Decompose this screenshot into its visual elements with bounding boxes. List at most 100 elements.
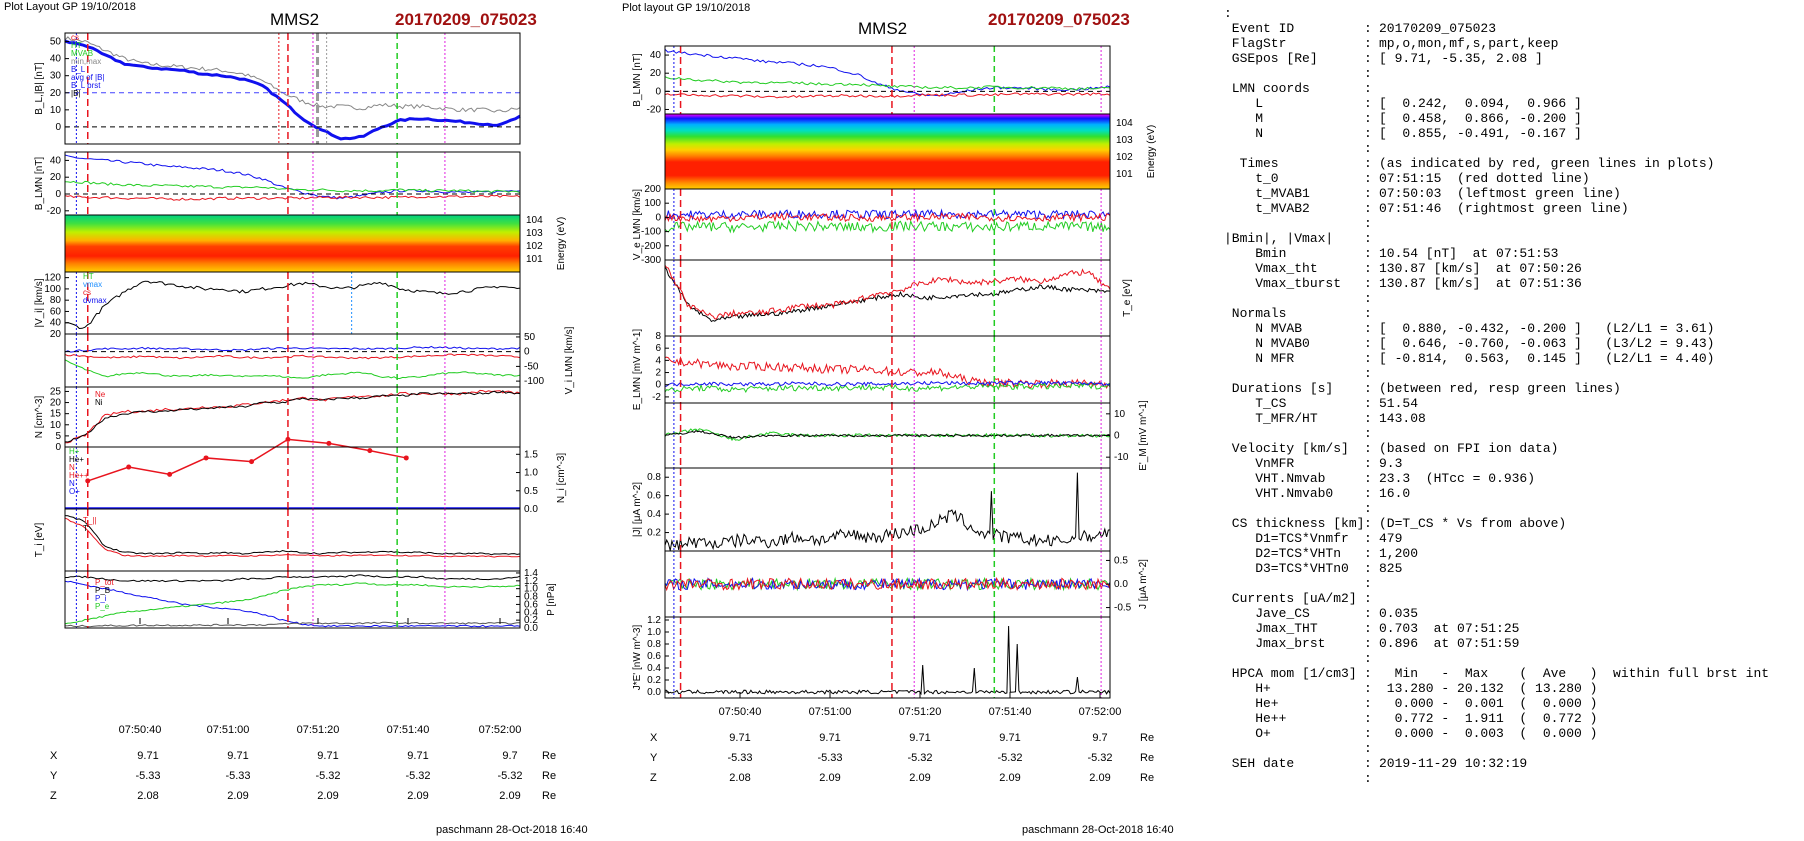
summary-colon: : xyxy=(1364,51,1372,66)
ephem-value: -5.33 xyxy=(817,752,842,764)
series-line xyxy=(664,380,1111,387)
y-tick-label: 40 xyxy=(50,318,62,329)
legend-entry: Ne xyxy=(95,390,106,399)
y-tick-label: 200 xyxy=(644,184,661,195)
summary-colon: : xyxy=(1364,501,1372,516)
summary-colon: : xyxy=(1364,276,1372,291)
summary-colon: : xyxy=(1364,366,1372,381)
ephem-unit: Re xyxy=(1140,752,1154,764)
series-line xyxy=(664,577,1111,592)
y-tick-label: 6 xyxy=(655,343,661,354)
y-tick-label: 102 xyxy=(1116,152,1133,163)
series-line xyxy=(64,580,521,628)
summary-colon: : xyxy=(1364,261,1372,276)
y-axis-label: V_i LMN [km/s] xyxy=(564,326,575,394)
series-line xyxy=(664,355,1111,389)
panel-frame xyxy=(664,259,1111,337)
y-tick-label: 0 xyxy=(524,347,530,358)
summary-value: [ 0.880, -0.432, -0.200 ] (L2/L1 = 3.61) xyxy=(1379,321,1715,336)
summary-value: 143.08 xyxy=(1379,411,1426,426)
summary-colon: : xyxy=(1364,156,1372,171)
y-tick-label: 101 xyxy=(1116,169,1133,180)
ephem-unit: Re xyxy=(542,770,556,782)
summary-colon: : xyxy=(1364,456,1372,471)
summary-value: 2019-11-29 10:32:19 xyxy=(1379,756,1528,771)
summary-colon: : xyxy=(1364,591,1372,606)
y-tick-label: 104 xyxy=(1116,118,1133,129)
summary-colon: : xyxy=(1364,441,1372,456)
left-spacecraft-title: MMS2 xyxy=(270,10,319,29)
summary-colon: : xyxy=(1364,606,1372,621)
summary-row: HPCA mom [1/cm3]: Min - Max ( Ave ) with… xyxy=(1224,666,1800,681)
summary-key: Jmax_brst xyxy=(1224,636,1326,651)
summary-value: 0.772 - 1.911 ( 0.772 ) xyxy=(1379,711,1598,726)
summary-colon: : xyxy=(1364,336,1372,351)
summary-row: Bmin:10.54 [nT] at 07:51:53 xyxy=(1224,246,1800,261)
series-line xyxy=(664,219,1111,234)
summary-value: [ 0.242, 0.094, 0.966 ] xyxy=(1379,96,1582,111)
summary-key: Durations [s] xyxy=(1224,381,1334,396)
summary-row: : xyxy=(1224,216,1800,231)
summary-key: D1=TCS*Vnmfr xyxy=(1224,531,1349,546)
summary-key: Vmax_tht xyxy=(1224,261,1318,276)
series-line xyxy=(64,39,521,141)
ephem-axis-label: Y xyxy=(50,770,58,782)
y-tick-label: 10 xyxy=(50,105,62,116)
summary-row: : xyxy=(1224,66,1800,81)
summary-colon: : xyxy=(1364,306,1372,321)
ephem-value: 2.09 xyxy=(1089,772,1110,784)
ephem-value: 2.09 xyxy=(227,790,248,802)
legend-entry: B_L xyxy=(71,65,86,74)
summary-key: VHT.Nmvab xyxy=(1224,471,1326,486)
series-line xyxy=(64,517,521,558)
ephem-axis-label: Z xyxy=(50,790,57,802)
y-tick-label: -10 xyxy=(1114,452,1129,463)
summary-key: VHT.Nmvab0 xyxy=(1224,486,1334,501)
summary-key: Times xyxy=(1224,156,1279,171)
series-line xyxy=(64,389,521,444)
summary-colon: : xyxy=(1364,141,1372,156)
ephem-value: 9.71 xyxy=(729,732,750,744)
legend-entry: P_tot xyxy=(95,578,114,587)
time-tick-label: 07:51:00 xyxy=(207,724,250,736)
panel-frame xyxy=(64,446,521,510)
summary-colon: : xyxy=(1364,96,1372,111)
ephem-unit: Re xyxy=(542,790,556,802)
summary-colon: : xyxy=(1364,666,1372,681)
energy-spectrogram xyxy=(65,215,520,272)
ephem-value: 9.71 xyxy=(909,732,930,744)
summary-value: 0.703 at 07:51:25 xyxy=(1379,621,1520,636)
time-tick-label: 07:51:00 xyxy=(809,706,852,718)
summary-colon: : xyxy=(1364,516,1372,531)
legend-entry: B_L brst xyxy=(71,81,101,90)
summary-row: VnMFR:9.3 xyxy=(1224,456,1800,471)
summary-colon: : xyxy=(1364,696,1372,711)
y-tick-label: 0 xyxy=(655,86,661,97)
summary-value: 23.3 (HTcc = 0.936) xyxy=(1379,471,1536,486)
mid-ephemeris-table: X 9.71 9.71 9.71 9.71 9.7 Re Y -5.33 -5.… xyxy=(650,732,1154,784)
y-tick-label: 1.0 xyxy=(524,584,538,595)
summary-colon: : xyxy=(1364,726,1372,741)
event-summary-panel: : Event ID:20170209_075023 FlagStr: mp,o,… xyxy=(1224,6,1800,836)
y-tick-label: -20 xyxy=(47,206,62,217)
y-tick-label: 103 xyxy=(1116,135,1133,146)
summary-colon: : xyxy=(1364,411,1372,426)
y-axis-label: Energy (eV) xyxy=(556,217,567,270)
legend-entry: MVAB xyxy=(71,49,93,58)
series-line xyxy=(664,212,1111,224)
series-line xyxy=(664,76,1111,91)
summary-value: 0.000 - 0.003 ( 0.000 ) xyxy=(1379,726,1598,741)
summary-key: He+ xyxy=(1224,696,1279,711)
legend-entry: P_e xyxy=(95,602,110,611)
summary-row: Velocity [km/s]: (based on FPI ion data) xyxy=(1224,441,1800,456)
summary-row: t_MVAB1:07:50:03 (leftmost green line) xyxy=(1224,186,1800,201)
summary-colon: : xyxy=(1364,576,1372,591)
summary-key: N MVAB0 xyxy=(1224,336,1310,351)
ephem-value: 2.09 xyxy=(999,772,1020,784)
summary-colon: : xyxy=(1364,171,1372,186)
y-tick-label: 0.4 xyxy=(524,607,538,618)
summary-key: : xyxy=(1224,6,1232,21)
y-tick-label: 60 xyxy=(50,306,62,317)
y-axis-label: T_i [eV] xyxy=(34,523,45,558)
y-tick-label: 0 xyxy=(55,189,61,200)
